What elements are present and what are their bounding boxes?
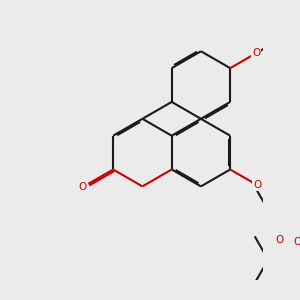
- Text: O: O: [78, 182, 86, 193]
- Text: O: O: [253, 180, 261, 190]
- Text: O: O: [276, 235, 284, 245]
- Text: O: O: [294, 237, 300, 247]
- Text: O: O: [252, 48, 260, 58]
